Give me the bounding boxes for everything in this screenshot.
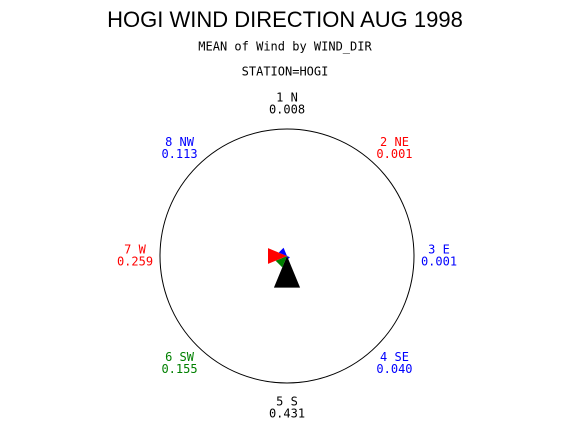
star-wedge [287,256,290,259]
value-label: 0.431 [269,407,305,421]
category-label: 1 N [276,91,298,105]
category-label: 7 W [124,243,146,257]
chart-title: HOGI WIND DIRECTION AUG 1998 [107,7,463,32]
star-wedge [273,256,301,288]
star-wedge [268,248,287,264]
outer-circle [159,128,415,384]
category-label: 6 SW [165,350,195,364]
value-label: 0.001 [421,255,457,269]
category-label: 5 S [276,395,298,409]
star-wedge [278,247,287,256]
value-label: 0.040 [376,362,412,376]
value-label: 0.001 [376,147,412,161]
category-label: 4 SE [380,350,409,364]
value-label: 0.155 [161,362,197,376]
category-label: 3 E [428,243,450,257]
category-label: 8 NW [165,135,195,149]
station-label: STATION=HOGI [242,65,329,79]
value-label: 0.008 [269,103,305,117]
category-label: 2 NE [380,135,409,149]
value-label: 0.113 [161,147,197,161]
chart-subtitle: MEAN of Wind by WIND_DIR [198,40,372,54]
star-wedge [275,256,287,268]
value-label: 0.259 [117,255,153,269]
